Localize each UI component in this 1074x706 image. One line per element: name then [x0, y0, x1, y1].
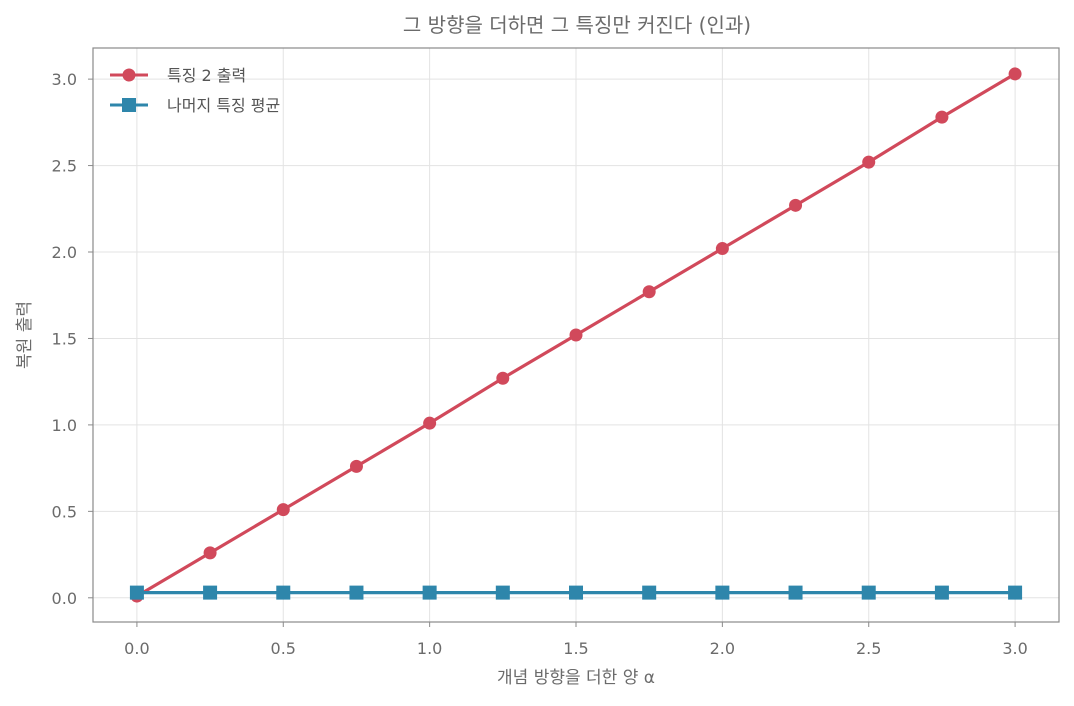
- y-tick-label: 0.5: [52, 502, 77, 521]
- x-tick-label: 1.0: [417, 639, 442, 658]
- data-point-series-2: [422, 585, 437, 600]
- y-tick-label: 1.5: [52, 329, 77, 348]
- data-point-series-2: [349, 585, 364, 600]
- legend-label-series-1: 특징 2 출력: [167, 66, 246, 85]
- legend-marker-square: [122, 98, 136, 112]
- data-point-series-1: [423, 416, 437, 430]
- data-point-series-2: [569, 585, 583, 600]
- y-axis-label: 복원 출력: [15, 301, 35, 369]
- legend-marker-circle: [122, 68, 136, 82]
- legend: 특징 2 출력 나머지 특징 평균: [110, 66, 280, 115]
- data-point-series-1: [349, 459, 363, 473]
- data-point-series-2: [203, 585, 218, 600]
- x-tick-label: 0.5: [271, 639, 296, 658]
- data-point-series-1: [642, 285, 656, 299]
- data-point-series-1: [862, 155, 876, 169]
- x-tick-label: 3.0: [1002, 639, 1027, 658]
- data-point-series-1: [569, 328, 583, 342]
- x-tick-label: 2.0: [710, 639, 735, 658]
- data-point-series-1: [496, 371, 510, 385]
- y-tick-label: 2.0: [52, 243, 77, 262]
- data-point-series-2: [788, 585, 803, 600]
- data-point-series-1: [203, 546, 217, 560]
- data-point-series-2: [642, 585, 657, 600]
- x-axis-label: 개념 방향을 더한 양 α: [497, 668, 655, 688]
- series-layer: [129, 67, 1023, 603]
- data-point-series-2: [129, 585, 144, 600]
- legend-label-series-2: 나머지 특징 평균: [167, 96, 280, 115]
- data-point-series-2: [276, 585, 291, 600]
- data-point-series-1: [1008, 67, 1022, 81]
- y-axis: 0.0 0.5 1.0 1.5 2.0 2.5 3.0: [52, 70, 93, 608]
- data-point-series-2: [1008, 585, 1023, 600]
- data-point-series-2: [715, 585, 730, 600]
- data-point-series-2: [861, 585, 876, 600]
- x-tick-label: 2.5: [856, 639, 881, 658]
- data-point-series-1: [935, 110, 949, 124]
- y-tick-label: 0.0: [52, 589, 77, 608]
- y-tick-label: 1.0: [52, 416, 77, 435]
- data-point-series-1: [789, 198, 803, 212]
- data-point-series-1: [276, 503, 290, 517]
- chart-title: 그 방향을 더하면 그 특징만 커진다 (인과): [403, 13, 751, 37]
- y-tick-label: 2.5: [52, 157, 77, 176]
- data-point-series-2: [934, 585, 949, 600]
- x-tick-label: 0.0: [124, 639, 149, 658]
- grid: [93, 48, 1059, 622]
- data-point-series-1: [715, 242, 729, 256]
- x-tick-label: 1.5: [563, 639, 588, 658]
- x-axis: 0.0 0.5 1.0 1.5 2.0 2.5 3.0: [124, 622, 1028, 658]
- data-point-series-2: [495, 585, 510, 600]
- y-tick-label: 3.0: [52, 70, 77, 89]
